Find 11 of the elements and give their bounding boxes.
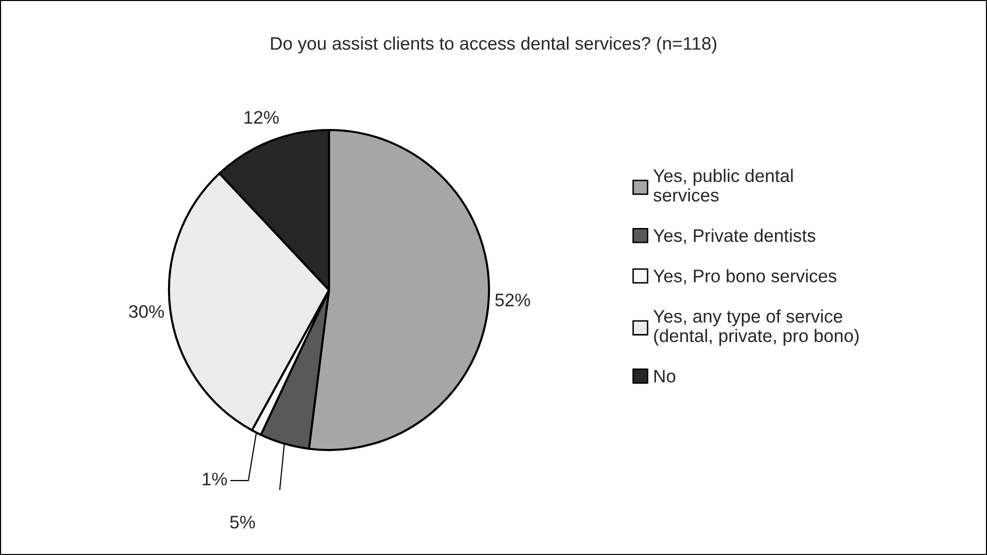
data-label: 5% — [230, 516, 255, 528]
chart-title: Do you assist clients to access dental services? (n=118) — [271, 36, 716, 54]
legend-label: Yes, public dental services — [653, 168, 793, 202]
data-label: 1% — [202, 472, 227, 486]
legend-label: Yes, any type of service (dental, private, pro bono) — [653, 309, 859, 346]
legend-label: Yes, Pro bono services — [653, 269, 836, 285]
data-label: 30% — [129, 305, 164, 318]
data-label: 52% — [495, 294, 530, 306]
data-label: 12% — [244, 110, 279, 124]
legend-label: No — [654, 370, 676, 383]
legend-label: Yes, Private dentists — [653, 228, 816, 244]
